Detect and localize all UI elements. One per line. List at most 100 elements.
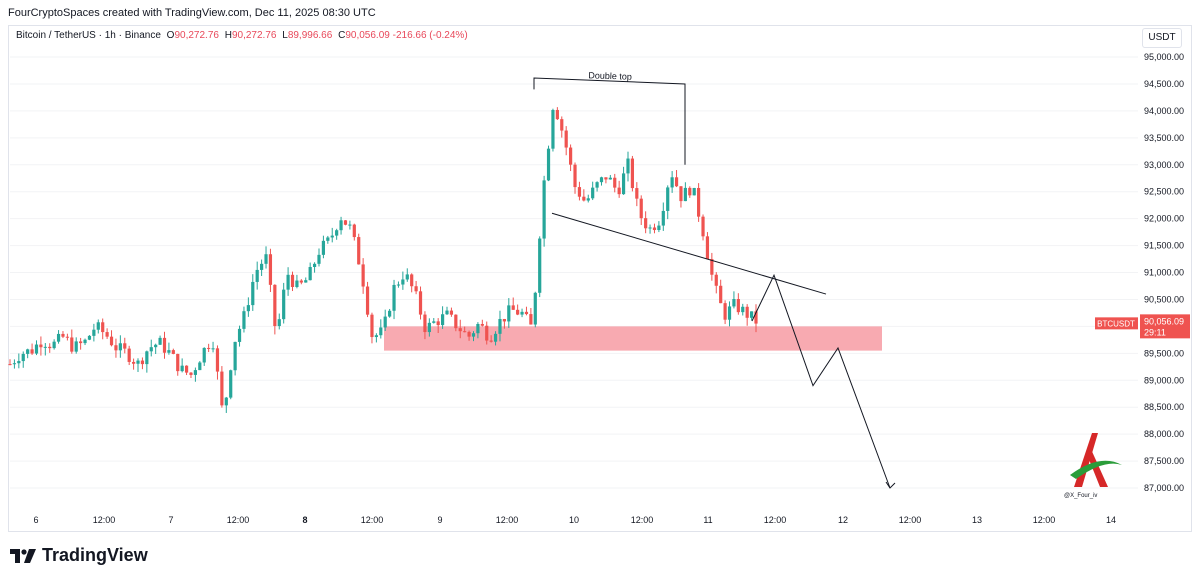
candle-body [251,281,255,306]
candle-body [30,349,34,354]
candle-body [193,370,197,375]
change-value: -216.66 (-0.24%) [392,30,468,41]
y-tick-label: 87,500.00 [1144,456,1184,466]
candle-body [666,187,670,211]
projection-arrowhead [885,481,896,489]
candle-body [79,341,83,344]
candle-body [383,316,387,328]
candle-body [171,350,175,354]
candle-body [405,274,409,280]
candle-body [396,284,401,286]
candle-body [608,177,612,180]
y-tick-label: 91,500.00 [1144,241,1184,251]
candle-body [43,346,47,348]
candle-body [555,109,559,120]
high-label: H [224,30,232,41]
candle-body [326,237,330,241]
candle-body [56,333,61,342]
candle-body [476,323,480,334]
x-tick-label: 12:00 [899,515,922,525]
symbol-name[interactable]: Bitcoin / TetherUS · 1h · Binance [16,30,161,41]
projection-path [751,273,891,489]
candle-body [52,341,56,349]
y-tick-label: 93,000.00 [1144,160,1184,170]
candle-body [560,119,564,131]
x-tick-label: 11 [703,515,712,525]
candle-body [458,328,462,332]
candle-body [533,292,537,325]
candle-body [467,331,471,337]
candle-body [741,306,745,313]
candle-body [273,284,277,327]
candle-body [198,362,202,371]
candle-body [661,210,665,226]
candle-body [260,263,264,270]
candle-body [418,291,423,315]
x-tick-label: 10 [569,515,579,525]
candle-body [436,321,440,326]
candle-body [224,397,228,406]
candle-body [202,347,206,363]
candle-body [639,198,643,219]
symbol-tag-label: BTCUSDT [1097,319,1135,328]
candle-body [330,235,334,238]
candle-body [374,335,378,338]
candle-body [688,187,692,196]
candle-body [546,148,551,181]
candle-body [551,109,555,149]
candle-body [136,360,140,364]
x-tick-label: 12 [838,515,848,525]
candle-body [295,280,299,288]
y-tick-label: 91,000.00 [1144,268,1184,278]
candle-body [432,321,436,323]
symbol-legend: Bitcoin / TetherUS · 1h · Binance O90,27… [16,30,468,41]
candle-body [74,341,78,352]
candle-body [480,323,484,326]
candle-body [569,147,573,165]
candle-body [167,350,171,353]
open-label: O [166,30,175,41]
y-tick-label: 94,000.00 [1144,106,1184,116]
candle-body [352,224,356,238]
candle-body [48,346,52,349]
candle-body [101,322,105,333]
candle-body [463,331,467,333]
x-tick-label: 9 [437,515,442,525]
candle-body [8,364,12,366]
candle-body [617,187,621,195]
candle-body [705,236,710,260]
candle-body [335,230,339,236]
x-tick-label: 12:00 [361,515,384,525]
y-tick-label: 89,000.00 [1144,375,1184,385]
low-value: 89,996.66 [287,30,333,41]
x-tick-label: 12:00 [227,515,250,525]
candle-body [118,343,122,351]
chart-frame[interactable] [8,25,1192,532]
candle-body [427,322,431,333]
candle-body [524,311,529,315]
candle-body [34,344,39,354]
candle-body [286,274,290,290]
candle-body [679,186,683,202]
candle-body [489,340,493,342]
candle-body [370,314,374,338]
current-price-tag [1140,314,1190,339]
candle-body [131,361,136,364]
symbol-tag [1095,317,1138,330]
candle-body [379,327,383,336]
candle-body [410,274,414,287]
candle-body [184,365,189,373]
candle-body [401,279,405,285]
currency-selector[interactable]: USDT [1142,28,1182,48]
y-tick-label: 92,500.00 [1144,187,1184,197]
candle-body [471,333,476,337]
candle-body [599,177,604,183]
candle-body [454,314,458,329]
candle-body [692,187,696,196]
candle-body [732,299,736,307]
candle-body [445,310,449,315]
candle-body [109,336,114,346]
trendline [551,212,827,295]
candle-body [180,365,184,372]
